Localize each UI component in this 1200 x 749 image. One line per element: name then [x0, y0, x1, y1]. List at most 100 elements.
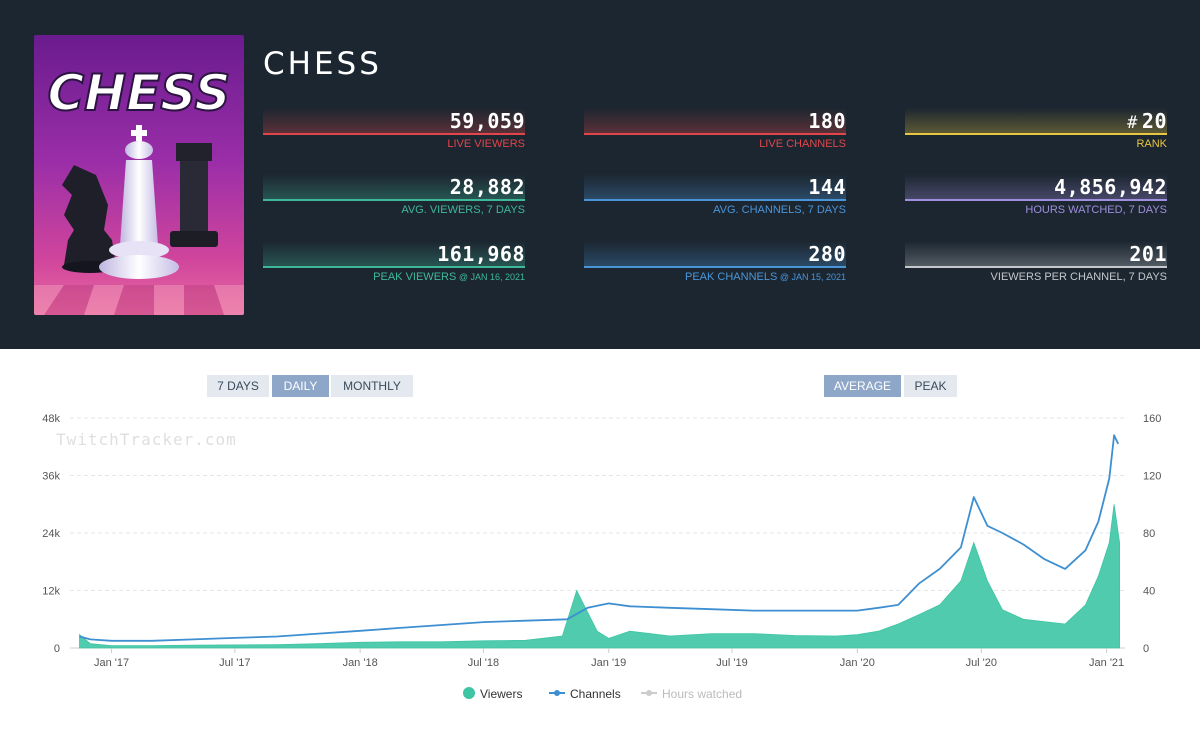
y-right-tick-label: 120	[1143, 471, 1161, 483]
stat-value: 144	[808, 175, 846, 199]
viewers-area	[79, 504, 1120, 649]
stat-value: 28,882	[450, 175, 525, 199]
stat-underline	[263, 266, 525, 268]
legend-label: Viewers	[480, 687, 523, 701]
stat-underline	[584, 199, 846, 201]
stat-rank: #20 RANK	[905, 104, 1167, 160]
stat-glow	[905, 241, 1167, 267]
stat-value-text: 4,856,942	[1054, 175, 1167, 199]
stat-value-text: 59,059	[449, 109, 525, 133]
stat-avg-channels-7d: 144 AVG. CHANNELS, 7 DAYS	[584, 170, 846, 226]
stat-underline	[263, 133, 525, 135]
stat-value-text: 144	[808, 175, 846, 199]
stat-label: LIVE VIEWERS	[447, 138, 525, 150]
y-left-tick-label: 24k	[42, 528, 60, 540]
game-title: CHESS	[263, 46, 382, 82]
stat-value: 4,856,942	[1054, 175, 1167, 199]
y-left-tick-label: 12k	[42, 586, 60, 598]
stat-value-text: 161,968	[437, 242, 525, 266]
stat-viewers-per-channel-7d: 201 VIEWERS PER CHANNEL, 7 DAYS	[905, 237, 1167, 293]
stat-label: PEAK VIEWERS @ JAN 16, 2021	[373, 271, 525, 283]
stat-peak-viewers: 161,968 PEAK VIEWERS @ JAN 16, 2021	[263, 237, 525, 293]
stat-live-viewers: 59,059 LIVE VIEWERS	[263, 104, 525, 160]
y-right-tick-label: 80	[1143, 528, 1155, 540]
x-tick-label: Jan '18	[343, 657, 378, 669]
stat-label: AVG. CHANNELS, 7 DAYS	[713, 204, 846, 216]
y-right-tick-label: 40	[1143, 586, 1155, 598]
viewers-series	[79, 504, 1120, 649]
stat-underline	[905, 133, 1167, 135]
stat-glow	[263, 174, 525, 200]
mode-peak-button[interactable]: PEAK	[904, 375, 957, 397]
x-tick-label: Jul '18	[468, 657, 499, 669]
stat-label-date: @ JAN 15, 2021	[777, 272, 846, 282]
y-axis-left: 0 12k 24k 36k 48k	[42, 413, 60, 655]
x-axis: Jan '17 Jul '17 Jan '18 Jul '18 Jan '19 Jul '…	[94, 648, 1124, 669]
legend-label: Hours watched	[662, 687, 743, 701]
x-tick-label: Jul '20	[966, 657, 997, 669]
x-tick-label: Jul '19	[716, 657, 747, 669]
y-left-tick-label: 36k	[42, 471, 60, 483]
stat-label: VIEWERS PER CHANNEL, 7 DAYS	[990, 271, 1167, 283]
stat-underline	[905, 266, 1167, 268]
stat-value: 280	[808, 242, 846, 266]
legend-marker-icon	[549, 690, 565, 696]
legend-marker-icon	[641, 690, 657, 696]
period-daily-button[interactable]: DAILY	[272, 375, 329, 397]
y-left-tick-label: 0	[54, 643, 60, 655]
stat-glow	[584, 108, 846, 134]
white-king-piece	[99, 125, 179, 279]
stat-glow	[905, 174, 1167, 200]
y-left-tick-label: 48k	[42, 413, 60, 425]
stat-value-text: 280	[808, 242, 846, 266]
stat-value: 201	[1129, 242, 1167, 266]
stat-live-channels: 180 LIVE CHANNELS	[584, 104, 846, 160]
stat-value: 59,059	[450, 109, 525, 133]
stat-value: #20	[1127, 109, 1167, 133]
stat-value-text: 20	[1141, 109, 1167, 133]
period-7days-button[interactable]: 7 DAYS	[207, 375, 269, 397]
stat-label: RANK	[1136, 138, 1167, 150]
stat-label-date: @ JAN 16, 2021	[456, 272, 525, 282]
legend-item-channels[interactable]: Channels	[548, 686, 621, 701]
stat-underline	[584, 133, 846, 135]
y-right-tick-label: 0	[1143, 643, 1149, 655]
stat-glow	[263, 241, 525, 267]
stat-label: PEAK CHANNELS @ JAN 15, 2021	[685, 271, 846, 283]
stat-underline	[905, 199, 1167, 201]
stat-underline	[584, 266, 846, 268]
cover-illustration: CHESS	[34, 35, 244, 315]
legend-item-viewers[interactable]: Viewers	[462, 686, 522, 701]
stat-value: 161,968	[437, 242, 525, 266]
stat-underline	[263, 199, 525, 201]
stat-glow	[584, 174, 846, 200]
stat-label: HOURS WATCHED, 7 DAYS	[1025, 204, 1167, 216]
x-tick-label: Jan '20	[840, 657, 875, 669]
legend-item-hours-watched[interactable]: Hours watched	[640, 686, 742, 701]
period-monthly-button[interactable]: MONTHLY	[331, 375, 413, 397]
stat-label: AVG. VIEWERS, 7 DAYS	[401, 204, 525, 216]
legend-label: Channels	[570, 687, 621, 701]
viewers-channels-chart: TwitchTracker.com 0 12k 24k 36k 48k 0 40 80 120…	[42, 413, 1161, 669]
stat-glow	[584, 241, 846, 267]
chart-watermark: TwitchTracker.com	[56, 430, 237, 449]
stat-value: 180	[808, 109, 846, 133]
stat-value-text: 180	[808, 109, 846, 133]
stat-avg-viewers-7d: 28,882 AVG. VIEWERS, 7 DAYS	[263, 170, 525, 226]
mode-average-button[interactable]: AVERAGE	[824, 375, 901, 397]
game-header: CHESS CHESS 59,059 LIVE VIEWERS 180 LIVE CH…	[0, 0, 1200, 349]
y-axis-right: 0 40 80 120 160	[1143, 413, 1161, 655]
channels-series	[79, 434, 1120, 642]
stat-label: LIVE CHANNELS	[759, 138, 846, 150]
stat-glow	[905, 108, 1167, 134]
x-tick-label: Jul '17	[219, 657, 250, 669]
stat-prefix: #	[1127, 113, 1138, 133]
y-right-tick-label: 160	[1143, 413, 1161, 425]
stat-glow	[263, 108, 525, 134]
channels-line	[79, 434, 1120, 642]
stat-value-text: 28,882	[449, 175, 525, 199]
x-tick-label: Jan '17	[94, 657, 129, 669]
game-cover-art: CHESS	[34, 35, 244, 315]
x-tick-label: Jan '21	[1089, 657, 1124, 669]
cover-title: CHESS	[48, 64, 231, 122]
